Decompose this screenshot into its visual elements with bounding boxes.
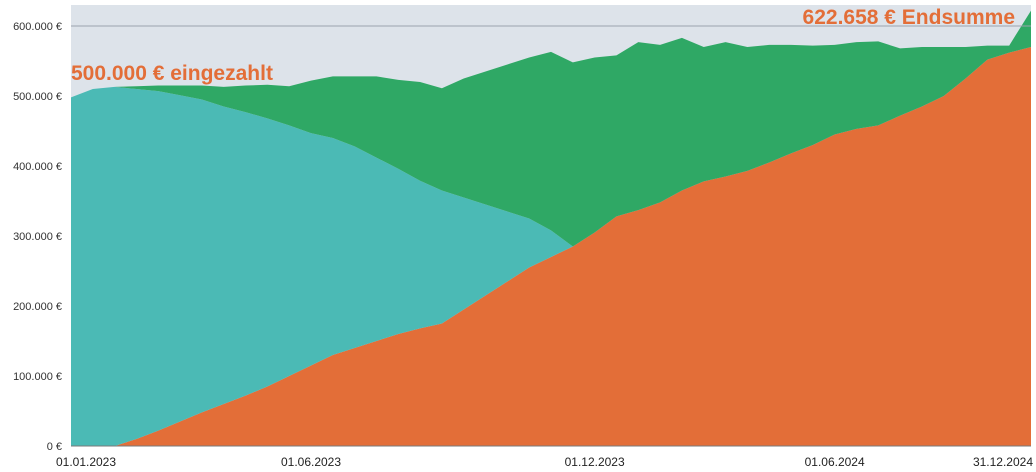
area-series-teal [71,47,1031,446]
x-tick-label: 01.01.2023 [56,455,116,469]
x-tick-label: 01.06.2024 [805,455,865,469]
y-axis-ticks: 0 € 100.000 € 200.000 € 300.000 € 400.000 € 5… [13,21,62,453]
y-tick-label: 400.000 € [13,161,62,173]
annotation-deposited: 500.000 € eingezahlt [71,62,273,85]
y-tick-label: 500.000 € [13,91,62,103]
area-series-orange [71,47,1031,446]
x-tick-label: 01.12.2023 [565,455,625,469]
annotation-final-sum: 622.658 € Endsumme [803,6,1015,29]
x-tick-label: 31.12.2024 [973,455,1033,469]
y-tick-label: 100.000 € [13,371,62,383]
x-tick-label: 01.06.2023 [281,455,341,469]
y-tick-label: 200.000 € [13,301,62,313]
y-tick-label: 600.000 € [13,21,62,33]
y-tick-label: 300.000 € [13,231,62,243]
y-tick-label: 0 € [47,441,62,453]
area-series-green [71,10,1031,247]
x-axis-ticks: 01.01.2023 01.06.2023 01.12.2023 01.06.2024… [56,455,1033,469]
area-series-group [71,10,1031,446]
